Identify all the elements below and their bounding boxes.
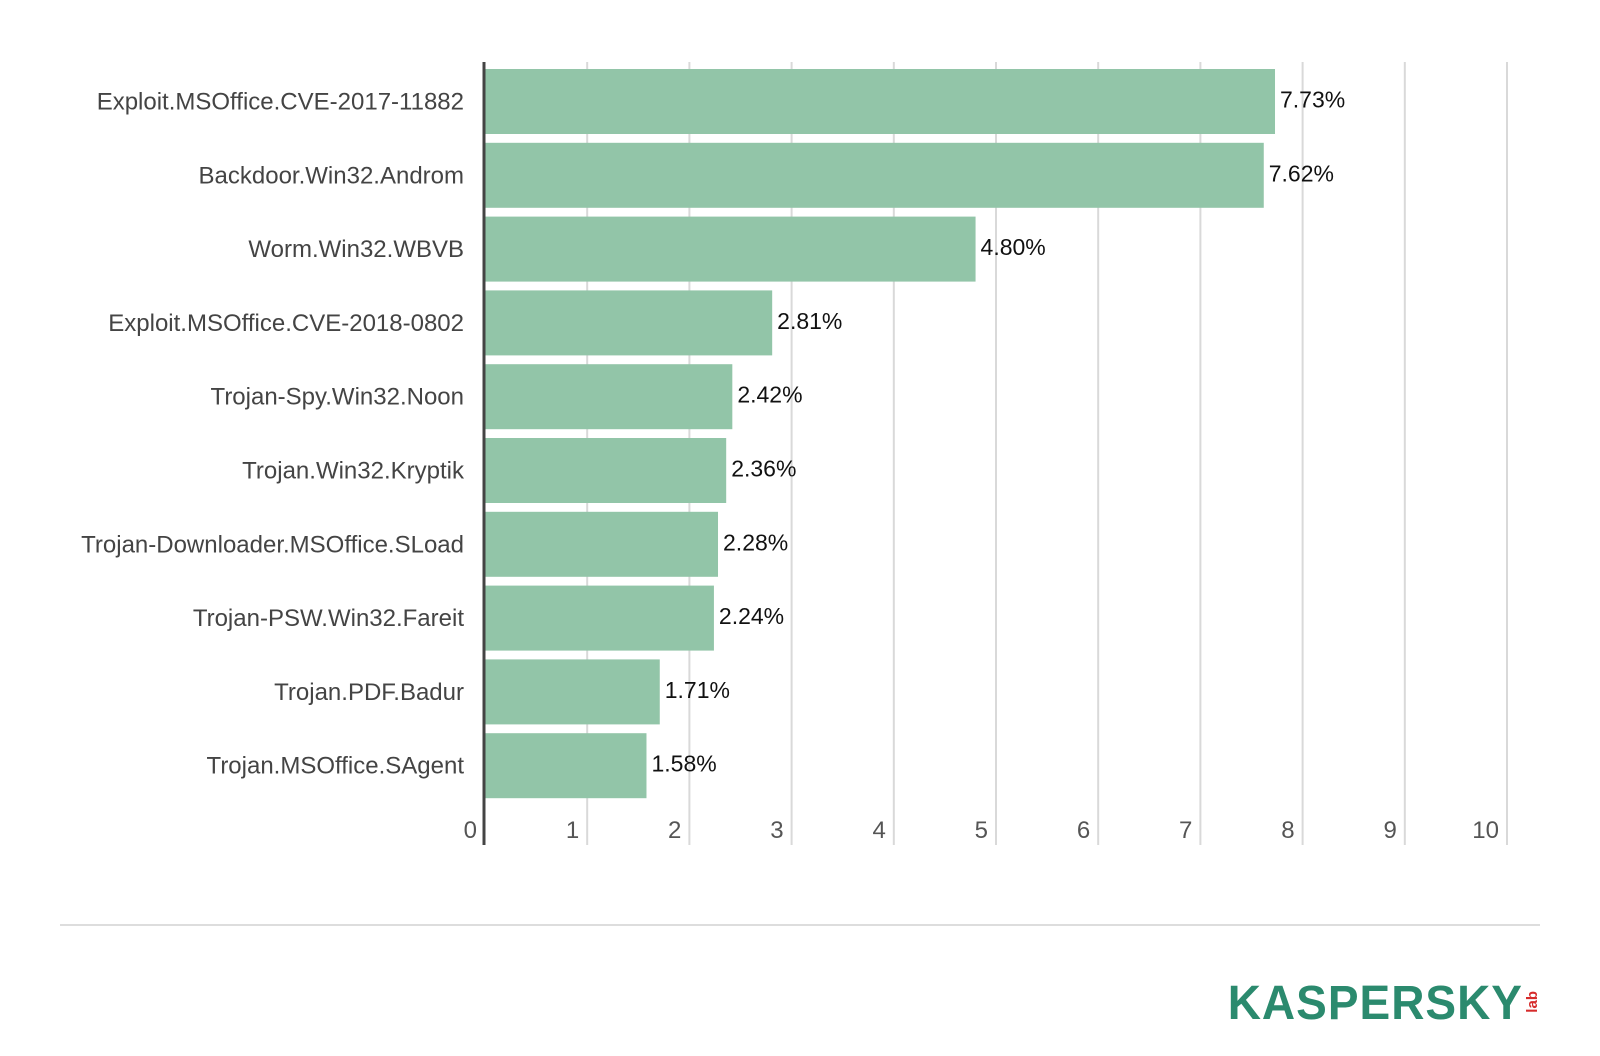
- bar: [485, 290, 773, 356]
- data-label: 2.81%: [777, 308, 842, 334]
- x-tick-label: 6: [1077, 817, 1090, 844]
- data-label: 1.71%: [665, 677, 730, 703]
- category-label: Trojan.PDF.Badur: [274, 679, 464, 706]
- x-tick-label: 10: [1472, 817, 1499, 844]
- category-label: Trojan.Win32.Kryptik: [242, 458, 465, 485]
- data-label: 2.36%: [731, 456, 796, 482]
- x-tick-label: 1: [566, 817, 579, 844]
- data-labels: 7.73% 7.62% 4.80% 2.81% 2.42% 2.36% 2.28% 2.24%…: [651, 87, 1345, 777]
- bar: [485, 364, 733, 430]
- category-label: Backdoor.Win32.Androm: [199, 162, 464, 189]
- category-label: Trojan-PSW.Win32.Fareit: [193, 605, 465, 632]
- x-tick-label: 8: [1281, 817, 1294, 844]
- data-label: 7.73%: [1280, 87, 1345, 113]
- data-label: 4.80%: [981, 234, 1046, 260]
- data-label: 2.42%: [737, 382, 802, 408]
- logo-wordmark: KASPERSKY: [1227, 974, 1523, 1030]
- x-tick-label: 4: [872, 817, 885, 844]
- category-label: Trojan-Spy.Win32.Noon: [211, 384, 464, 411]
- data-label: 2.24%: [719, 603, 784, 629]
- category-label: Trojan.MSOffice.SAgent: [207, 753, 465, 780]
- bar-chart: Exploit.MSOffice.CVE-2017-11882 Backdoor.…: [81, 62, 1508, 845]
- bar: [485, 438, 727, 503]
- category-label: Exploit.MSOffice.CVE-2017-11882: [97, 89, 464, 116]
- bars: [485, 69, 1276, 799]
- bar: [485, 511, 719, 577]
- x-tick-label: 5: [975, 817, 988, 844]
- x-axis-ticks: 0 1 2 3 4 5 6 7 8 9 10: [464, 817, 1499, 844]
- x-tick-label: 2: [668, 817, 681, 844]
- x-tick-label: 3: [770, 817, 783, 844]
- category-labels: Exploit.MSOffice.CVE-2017-11882 Backdoor.…: [81, 89, 465, 780]
- bar: [485, 585, 714, 651]
- bar: [485, 733, 647, 799]
- x-tick-label: 9: [1383, 817, 1396, 844]
- category-label: Trojan-Downloader.MSOffice.SLoad: [81, 531, 464, 558]
- bar: [485, 216, 976, 282]
- logo-lab: lab: [1524, 991, 1541, 1013]
- category-label: Exploit.MSOffice.CVE-2018-0802: [108, 310, 464, 337]
- bar: [485, 659, 660, 725]
- data-label: 2.28%: [723, 529, 788, 555]
- bar: [485, 142, 1264, 208]
- footer-divider: [60, 924, 1540, 926]
- bar: [485, 69, 1276, 134]
- x-tick-label: 7: [1179, 817, 1192, 844]
- kaspersky-logo: KASPERSKY lab: [1227, 974, 1541, 1030]
- data-label: 1.58%: [651, 751, 716, 777]
- category-label: Worm.Win32.WBVB: [248, 236, 464, 263]
- x-tick-label: 0: [464, 817, 477, 844]
- data-label: 7.62%: [1269, 160, 1334, 186]
